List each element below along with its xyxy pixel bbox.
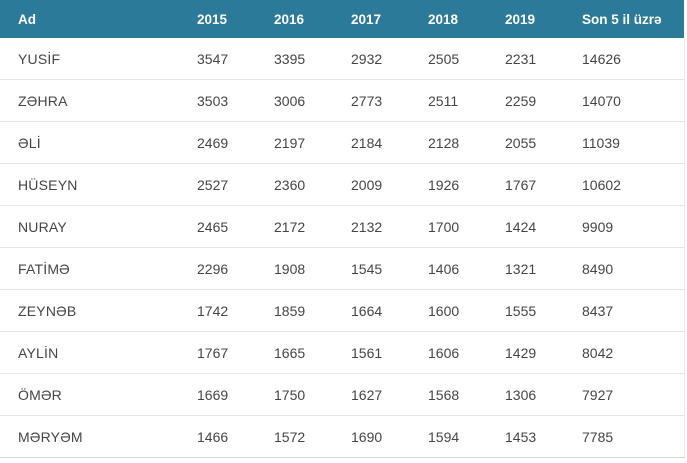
- cell-year-value: 2197: [256, 121, 333, 164]
- column-header-2018: 2018: [410, 0, 487, 38]
- cell-name: ZEYNƏB: [0, 289, 179, 332]
- cell-year-value: 1406: [410, 247, 487, 290]
- cell-year-value: 1767: [487, 163, 564, 206]
- cell-year-value: 1466: [179, 415, 256, 458]
- cell-total: 11039: [564, 121, 685, 164]
- column-header-2015: 2015: [179, 0, 256, 38]
- cell-year-value: 1908: [256, 247, 333, 290]
- cell-year-value: 1700: [410, 205, 487, 248]
- cell-total: 7785: [564, 415, 685, 458]
- cell-year-value: 2055: [487, 121, 564, 164]
- table-row: HÜSEYN 2527 2360 2009 1926 1767 10602: [0, 163, 685, 206]
- cell-year-value: 1600: [410, 289, 487, 332]
- cell-name: ÖMƏR: [0, 373, 179, 416]
- cell-year-value: 2511: [410, 79, 487, 122]
- cell-year-value: 2231: [487, 38, 564, 80]
- cell-year-value: 1429: [487, 331, 564, 374]
- table-row: MƏRYƏM 1466 1572 1690 1594 1453 7785: [0, 415, 685, 458]
- cell-total: 14626: [564, 38, 685, 80]
- cell-year-value: 1594: [410, 415, 487, 458]
- table-row: ZEYNƏB 1742 1859 1664 1600 1555 8437: [0, 289, 685, 332]
- cell-year-value: 2505: [410, 38, 487, 80]
- cell-year-value: 1561: [333, 331, 410, 374]
- cell-name: YUSİF: [0, 38, 179, 80]
- cell-total: 10602: [564, 163, 685, 206]
- cell-year-value: 2360: [256, 163, 333, 206]
- column-header-name: Ad: [0, 0, 179, 38]
- cell-year-value: 3006: [256, 79, 333, 122]
- cell-year-value: 1742: [179, 289, 256, 332]
- cell-year-value: 3547: [179, 38, 256, 80]
- cell-total: 8042: [564, 331, 685, 374]
- cell-name: MƏRYƏM: [0, 415, 179, 458]
- cell-total: 8490: [564, 247, 685, 290]
- table-header: Ad 2015 2016 2017 2018 2019 Son 5 il üzr…: [0, 0, 684, 38]
- cell-year-value: 2296: [179, 247, 256, 290]
- cell-year-value: 3503: [179, 79, 256, 122]
- cell-year-value: 1321: [487, 247, 564, 290]
- cell-total: 14070: [564, 79, 685, 122]
- cell-name: FATİMƏ: [0, 247, 179, 290]
- cell-year-value: 1545: [333, 247, 410, 290]
- cell-name: NURAY: [0, 205, 179, 248]
- cell-year-value: 3395: [256, 38, 333, 80]
- cell-year-value: 1306: [487, 373, 564, 416]
- cell-year-value: 2932: [333, 38, 410, 80]
- table-row: NURAY 2465 2172 2132 1700 1424 9909: [0, 205, 685, 248]
- cell-year-value: 1627: [333, 373, 410, 416]
- column-header-2016: 2016: [256, 0, 333, 38]
- cell-name: AYLİN: [0, 331, 179, 374]
- cell-name: HÜSEYN: [0, 163, 179, 206]
- cell-year-value: 1665: [256, 331, 333, 374]
- cell-year-value: 2465: [179, 205, 256, 248]
- table-row: FATİMƏ 2296 1908 1545 1406 1321 8490: [0, 247, 685, 290]
- cell-year-value: 1424: [487, 205, 564, 248]
- cell-year-value: 2184: [333, 121, 410, 164]
- header-row: Ad 2015 2016 2017 2018 2019 Son 5 il üzr…: [0, 0, 684, 38]
- column-header-2019: 2019: [487, 0, 564, 38]
- cell-total: 8437: [564, 289, 685, 332]
- cell-year-value: 1859: [256, 289, 333, 332]
- cell-year-value: 1568: [410, 373, 487, 416]
- cell-year-value: 1664: [333, 289, 410, 332]
- cell-year-value: 2128: [410, 121, 487, 164]
- cell-total: 7927: [564, 373, 685, 416]
- table-row: ƏLİ 2469 2197 2184 2128 2055 11039: [0, 121, 685, 164]
- cell-year-value: 1606: [410, 331, 487, 374]
- cell-year-value: 1750: [256, 373, 333, 416]
- table-row: AYLİN 1767 1665 1561 1606 1429 8042: [0, 331, 685, 374]
- table-row: ZƏHRA 3503 3006 2773 2511 2259 14070: [0, 79, 685, 122]
- cell-year-value: 2132: [333, 205, 410, 248]
- cell-year-value: 2259: [487, 79, 564, 122]
- cell-year-value: 1926: [410, 163, 487, 206]
- cell-year-value: 1453: [487, 415, 564, 458]
- cell-name: ZƏHRA: [0, 79, 179, 122]
- cell-year-value: 1767: [179, 331, 256, 374]
- cell-year-value: 2009: [333, 163, 410, 206]
- column-header-2017: 2017: [333, 0, 410, 38]
- cell-year-value: 1555: [487, 289, 564, 332]
- table-row: YUSİF 3547 3395 2932 2505 2231 14626: [0, 38, 685, 80]
- table-body: YUSİF 3547 3395 2932 2505 2231 14626 ZƏHRA 3503 3…: [0, 38, 685, 458]
- cell-name: ƏLİ: [0, 121, 179, 164]
- cell-year-value: 2469: [179, 121, 256, 164]
- cell-year-value: 1572: [256, 415, 333, 458]
- table-row: ÖMƏR 1669 1750 1627 1568 1306 7927: [0, 373, 685, 416]
- cell-year-value: 1669: [179, 373, 256, 416]
- cell-year-value: 2527: [179, 163, 256, 206]
- column-header-total: Son 5 il üzrə: [564, 0, 684, 38]
- cell-total: 9909: [564, 205, 685, 248]
- cell-year-value: 2773: [333, 79, 410, 122]
- cell-year-value: 2172: [256, 205, 333, 248]
- cell-year-value: 1690: [333, 415, 410, 458]
